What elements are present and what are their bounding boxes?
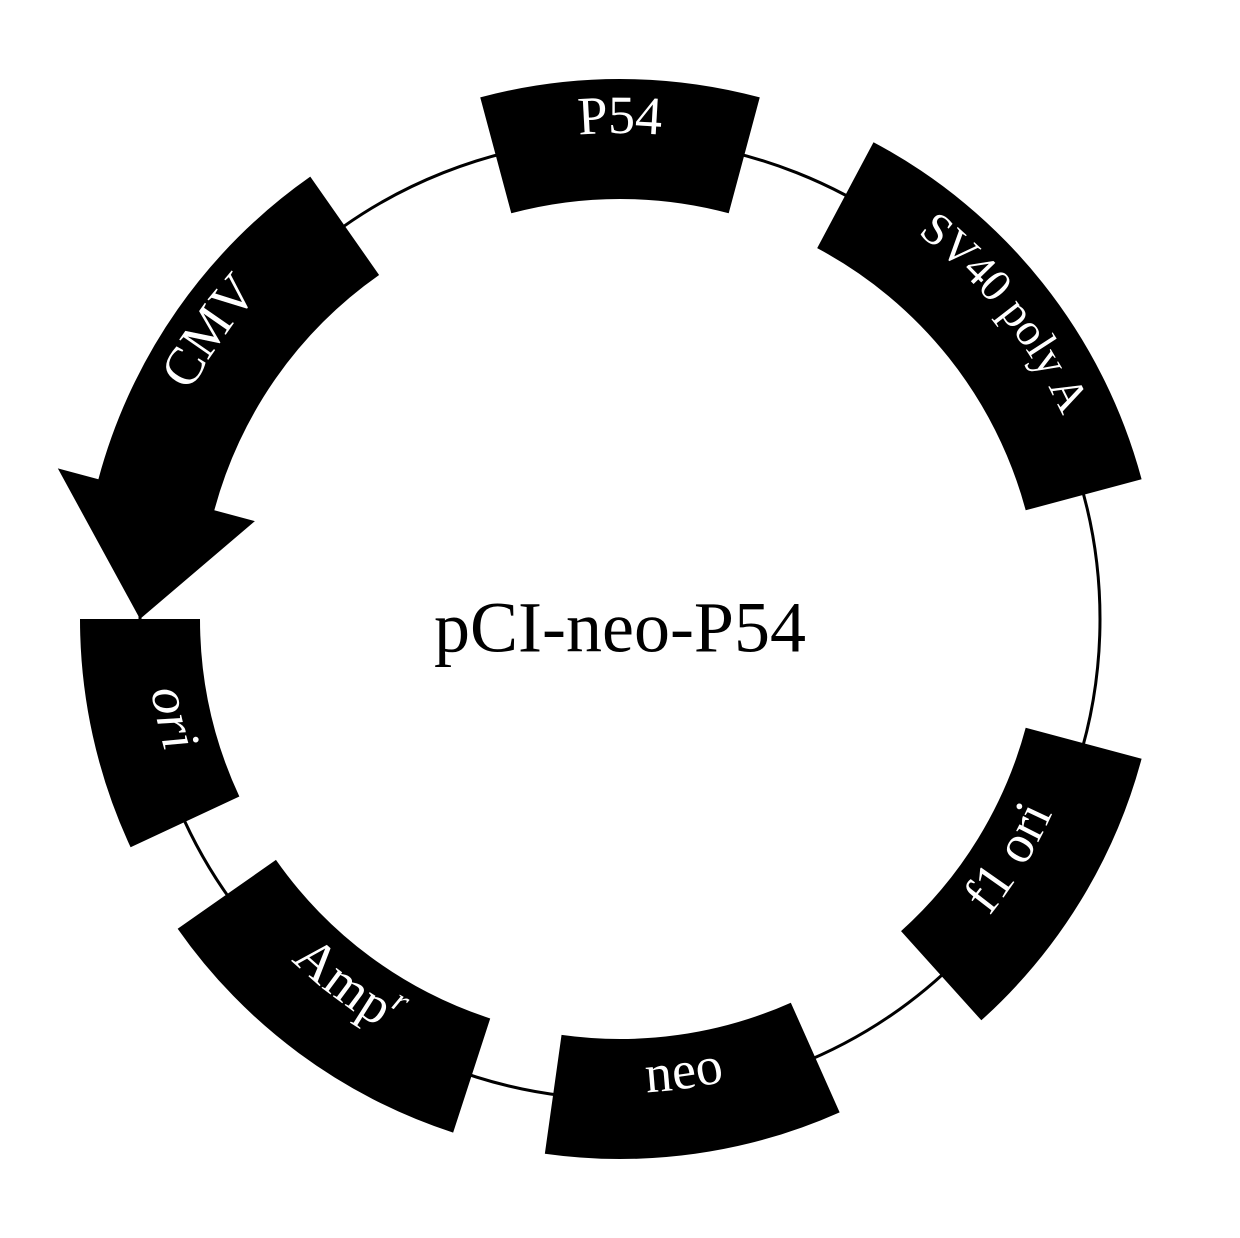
plasmid-map: P54SV40 poly Af1 orineoAmproriCMVpCI-neo… [0,0,1240,1238]
feature-label-text: neo [643,1035,728,1105]
feature-sv40-poly-a [817,142,1141,510]
feature-cmv [58,177,379,619]
feature-label-text: P54 [576,85,664,147]
feature-label-neo: neo [643,1035,728,1105]
plasmid-name: pCI-neo-P54 [434,588,806,668]
feature-label-p54: P54 [576,85,664,147]
